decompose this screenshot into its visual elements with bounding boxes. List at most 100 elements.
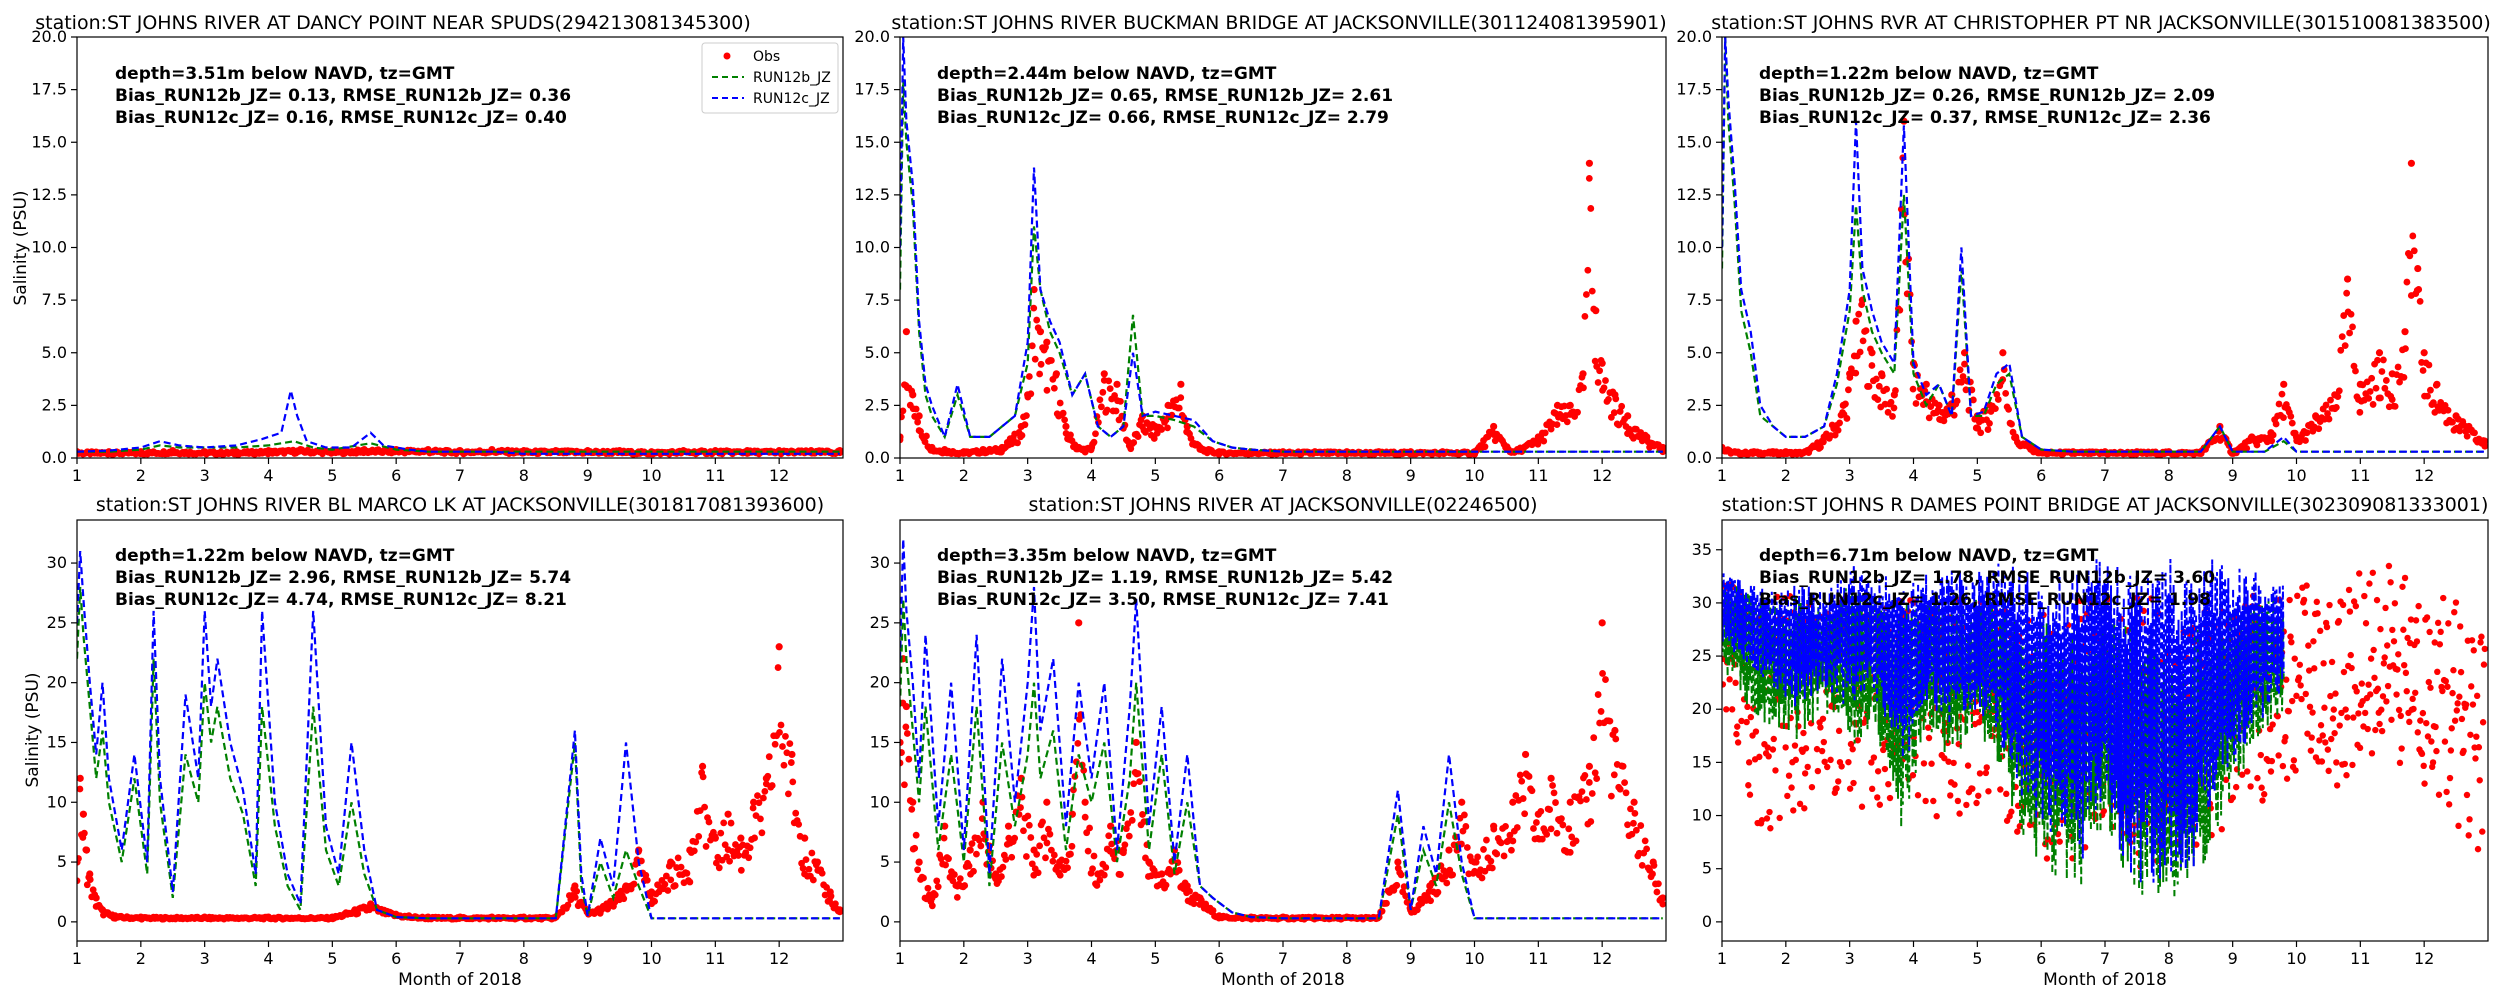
obs-point [1121, 841, 1129, 849]
obs-point [2449, 418, 2456, 426]
annotation-line-2: Bias_RUN12b_JZ= 1.19, RMSE_RUN12b_JZ= 5.… [937, 568, 1393, 588]
obs-point [2294, 592, 2301, 600]
panel-title: station:ST JOHNS R DAMES POINT BRIDGE AT… [1722, 494, 2489, 516]
obs-point [1874, 768, 1882, 775]
obs-point [1106, 385, 1114, 392]
obs-point [2314, 610, 2321, 617]
obs-point [2012, 433, 2020, 441]
y-tick-label: 15 [1692, 752, 1712, 771]
obs-point [2380, 660, 2388, 667]
obs-point [564, 901, 572, 909]
obs-point [1766, 808, 1773, 816]
obs-point [2458, 715, 2466, 723]
obs-point [664, 887, 672, 894]
obs-point [1745, 759, 1753, 766]
y-tick-label: 10.0 [1676, 238, 1712, 257]
x-tick-label: 5 [327, 949, 337, 968]
obs-point [264, 447, 273, 455]
obs-point [2356, 380, 2364, 388]
y-tick-label: 20.0 [1676, 27, 1712, 46]
x-tick-label: 9 [2228, 466, 2238, 485]
obs-point [1011, 834, 1019, 842]
x-tick-label: 7 [1278, 949, 1288, 968]
obs-point [1572, 837, 1580, 845]
obs-point [1743, 718, 1750, 726]
obs-point [924, 884, 932, 892]
x-tick-label: 9 [1406, 466, 1416, 485]
obs-point [2374, 356, 2381, 364]
obs-point [1963, 801, 1970, 809]
obs-point [912, 831, 920, 839]
obs-point [2311, 665, 2318, 672]
obs-point [232, 448, 241, 456]
obs-point [1025, 821, 1033, 829]
obs-point [900, 759, 904, 767]
series-group [77, 551, 843, 923]
obs-point [1075, 443, 1083, 452]
obs-point [1187, 435, 1195, 442]
obs-point [2331, 391, 2339, 399]
obs-point [1945, 758, 1952, 765]
obs-point [1036, 328, 1045, 336]
obs-point [1824, 763, 1831, 771]
obs-point [1814, 767, 1822, 775]
obs-point [1074, 740, 1082, 747]
obs-point [2365, 681, 2372, 688]
obs-point [1819, 715, 1827, 722]
y-tick-label: 0 [880, 912, 890, 931]
obs-point [571, 893, 579, 901]
obs-point [1067, 431, 1074, 439]
obs-point [2373, 596, 2381, 604]
obs-point [1084, 847, 1092, 855]
obs-point [1588, 790, 1596, 797]
y-tick-label: 20 [870, 673, 890, 692]
obs-point [2008, 420, 2015, 428]
obs-point [2427, 386, 2434, 394]
obs-point [1394, 858, 1402, 866]
obs-point [956, 875, 964, 883]
obs-point [1086, 824, 1093, 832]
obs-point [720, 819, 728, 827]
obs-point [2328, 658, 2336, 666]
x-tick-label: 5 [1150, 466, 1160, 485]
obs-point [1158, 426, 1166, 433]
obs-point [2310, 638, 2317, 645]
obs-point [2415, 602, 2422, 610]
obs-point [1773, 593, 1781, 601]
obs-point [1008, 853, 1016, 861]
obs-point [1767, 825, 1774, 832]
obs-point [2429, 399, 2437, 407]
obs-point [1458, 798, 1466, 806]
obs-point [1509, 837, 1517, 845]
obs-point [1804, 763, 1811, 771]
obs-point [1538, 835, 1546, 843]
obs-point [77, 858, 81, 866]
obs-point [2417, 717, 2424, 724]
obs-point [1020, 827, 1027, 835]
obs-point [1579, 370, 1587, 378]
obs-point [1100, 871, 1108, 879]
obs-point [734, 852, 742, 859]
obs-point [2389, 626, 2396, 634]
x-tick-label: 12 [2414, 949, 2434, 968]
annotation-line-3: Bias_RUN12c_JZ= 4.74, RMSE_RUN12c_JZ= 8.… [115, 590, 567, 610]
obs-point [751, 834, 758, 842]
obs-point [2243, 444, 2251, 452]
obs-point [169, 447, 177, 455]
obs-point [1598, 619, 1606, 627]
obs-point [1043, 386, 1051, 394]
obs-point [2352, 602, 2360, 610]
obs-point [2390, 638, 2398, 645]
x-tick-label: 11 [2350, 466, 2370, 485]
obs-point [1827, 756, 1834, 764]
obs-point [1986, 419, 1993, 427]
x-tick-label: 8 [2164, 949, 2174, 968]
obs-point [2395, 706, 2403, 714]
obs-point [1959, 373, 1967, 380]
obs-point [1480, 846, 1487, 853]
obs-point [2259, 797, 2266, 804]
annotation-line-3: Bias_RUN12c_JZ= 3.50, RMSE_RUN12c_JZ= 7.… [937, 590, 1389, 610]
obs-point [1940, 417, 1948, 425]
obs-point [1183, 882, 1191, 890]
obs-point [1094, 870, 1102, 878]
